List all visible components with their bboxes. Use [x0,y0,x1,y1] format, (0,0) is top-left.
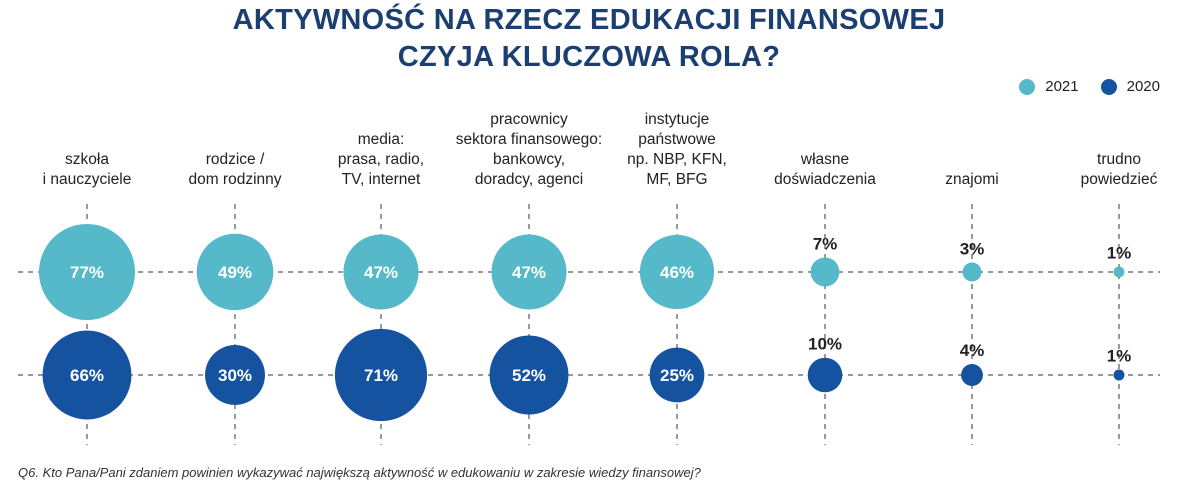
bubble-2020-5 [649,347,705,403]
bubble-label-2021-5: 46% [660,263,694,282]
category-label-4: pracownicy sektora finansowego: bankowcy… [455,111,603,188]
category-label-1: szkoła i nauczyciele [42,151,132,188]
bubble-2021-4 [491,234,567,310]
legend-label-2021: 2021 [1045,78,1079,95]
category-label-6: własne doświadczenia [774,151,876,188]
legend-item-2020: 2020 [1100,78,1160,95]
category-label-5: instytucje państwowe np. NBP, KFN, MF, B… [627,111,727,188]
bubble-label-2020-3: 71% [364,366,398,385]
bubble-2020-3 [334,328,428,422]
bubble-label-2020-4: 52% [512,366,546,385]
bubble-2021-6 [810,257,840,287]
bubble-label-2021-8: 1% [1107,244,1132,263]
footnote: Q6. Kto Pana/Pani zdaniem powinien wykaz… [18,465,701,480]
bubble-2020-4 [489,335,569,415]
bubble-label-2020-1: 66% [70,366,104,385]
bubble-2021-1 [39,224,135,320]
category-label-2: rodzice / dom rodzinny [188,151,282,188]
bubble-label-2020-2: 30% [218,366,252,385]
bubble-2020-1 [42,330,132,420]
legend-item-2021: 2021 [1019,78,1079,95]
bubble-label-2021-4: 47% [512,263,546,282]
bubble-label-2020-7: 4% [960,341,985,360]
category-label-8: trudno powiedzieć [1080,151,1158,188]
title-line-2: CZYJA KLUCZOWA ROLA? [397,41,781,73]
title-line-1: AKTYWNOŚĆ NA RZECZ EDUKACJI FINANSOWEJ [232,4,946,36]
legend: 2021 2020 [1019,78,1160,95]
bubble-label-2021-2: 49% [218,263,252,282]
bubble-2021-5 [639,234,715,310]
chart-title: AKTYWNOŚĆ NA RZECZ EDUKACJI FINANSOWEJ C… [0,2,1178,76]
category-label-3: media: prasa, radio, TV, internet [337,131,425,188]
bubble-label-2020-5: 25% [660,366,694,385]
bubble-label-2021-7: 3% [960,240,985,259]
bubble-2021-2 [196,233,274,311]
bubble-2020-6 [807,357,843,393]
legend-swatch-2021 [1019,78,1036,95]
bubble-label-2021-6: 7% [813,235,838,254]
legend-swatch-2020 [1100,78,1117,95]
bubble-2021-3 [343,234,419,310]
bubble-2020-7 [961,364,983,386]
bubble-2020-2 [205,345,265,405]
bubble-2021-7 [962,262,982,282]
bubble-label-2020-8: 1% [1107,347,1132,366]
legend-label-2020: 2020 [1126,78,1160,95]
bubble-label-2020-6: 10% [808,335,842,354]
bubble-label-2021-1: 77% [70,263,104,282]
bubble-2020-8 [1113,369,1125,381]
bubble-2021-8 [1113,266,1125,278]
category-label-7: znajomi [945,171,999,188]
bubble-label-2021-3: 47% [364,263,398,282]
